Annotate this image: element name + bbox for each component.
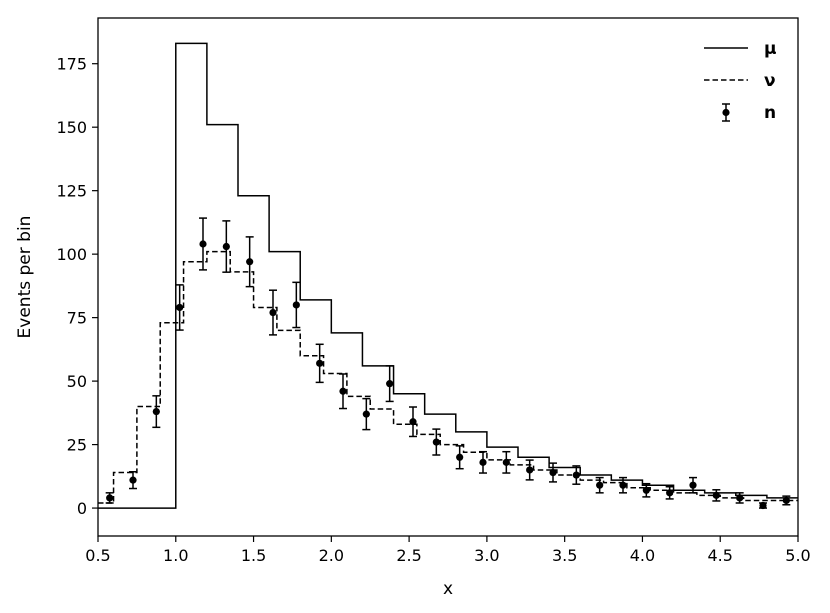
data-point-n — [432, 428, 441, 456]
data-marker — [572, 471, 580, 479]
data-point-n — [269, 289, 277, 336]
legend-label-mu: μ — [764, 39, 777, 59]
y-tick-label: 150 — [56, 118, 87, 137]
y-tick-label: 100 — [56, 245, 87, 264]
x-axis: 0.5 1.0 1.5 2.0 2.5 3.0 3.5 4.0 4.5 5.0 — [85, 536, 811, 565]
data-point-n — [315, 343, 324, 384]
data-point-n — [479, 450, 487, 474]
data-point-n — [642, 482, 651, 498]
data-point-n — [665, 485, 674, 500]
series-mu-step-line — [98, 42, 798, 509]
data-marker — [292, 301, 300, 309]
legend-marker-n — [722, 108, 730, 117]
x-tick-label: 3.0 — [474, 546, 499, 565]
data-point-n — [199, 217, 207, 271]
data-point-n — [222, 220, 231, 273]
data-marker — [386, 380, 394, 388]
data-point-n — [455, 445, 464, 470]
y-tick-label: 125 — [56, 182, 87, 201]
data-marker — [339, 387, 347, 395]
data-marker — [199, 240, 207, 248]
data-marker — [269, 308, 277, 317]
data-marker — [246, 258, 254, 266]
y-tick-label: 25 — [67, 436, 87, 455]
x-tick-label: 1.5 — [241, 546, 266, 565]
data-marker — [642, 486, 650, 494]
data-point-n — [152, 395, 161, 429]
data-point-n — [595, 476, 604, 494]
y-tick-label: 75 — [67, 309, 87, 328]
data-marker — [689, 481, 697, 489]
data-marker — [222, 242, 230, 251]
data-marker — [479, 458, 487, 466]
x-axis-label: x — [443, 579, 453, 599]
data-point-n — [502, 450, 511, 474]
y-axis: 0 25 50 75 100 125 150 175 — [56, 55, 98, 518]
x-tick-label: 4.5 — [707, 546, 732, 565]
x-tick-label: 4.0 — [630, 546, 655, 565]
data-marker — [619, 481, 627, 489]
data-marker — [409, 418, 417, 426]
x-tick-label: 1.0 — [163, 546, 188, 565]
data-point-n — [782, 495, 791, 506]
legend-label-nu: ν — [764, 71, 776, 91]
data-marker — [549, 468, 557, 477]
data-marker — [596, 481, 604, 489]
data-point-n — [409, 406, 417, 438]
plot-frame — [97, 17, 799, 537]
y-axis-label: Events per bin — [15, 216, 35, 339]
data-point-n — [129, 471, 137, 490]
x-tick-label: 2.5 — [396, 546, 421, 565]
data-point-n — [525, 459, 534, 481]
data-marker — [666, 489, 674, 497]
data-marker — [106, 494, 114, 502]
data-point-n — [385, 365, 394, 403]
legend-label-n: n — [764, 103, 776, 123]
data-marker — [456, 453, 464, 461]
data-marker — [152, 407, 160, 416]
data-point-n — [362, 397, 371, 431]
series-nu-step-line — [98, 250, 798, 504]
data-marker — [432, 438, 440, 446]
data-marker — [526, 466, 534, 474]
data-point-n — [712, 489, 721, 502]
plot-background — [98, 18, 798, 536]
data-point-n — [175, 284, 184, 331]
data-point-n — [735, 492, 744, 504]
series-layer — [98, 42, 798, 510]
data-point-n — [572, 465, 581, 485]
data-point-n — [245, 236, 254, 288]
data-marker — [502, 458, 510, 466]
data-marker — [712, 491, 720, 499]
data-marker — [362, 410, 370, 418]
data-marker — [736, 494, 744, 502]
data-point-n — [759, 501, 767, 510]
x-tick-label: 3.5 — [552, 546, 577, 565]
data-marker — [129, 476, 137, 484]
data-marker — [176, 303, 184, 312]
y-tick-label: 0 — [77, 499, 87, 518]
data-point-n — [619, 476, 627, 494]
x-tick-label: 5.0 — [785, 546, 810, 565]
y-tick-label: 175 — [56, 55, 87, 74]
data-marker — [316, 359, 324, 367]
legend: μ ν n — [704, 39, 777, 123]
data-point-n — [549, 462, 557, 483]
y-tick-label: 50 — [67, 372, 87, 391]
x-tick-label: 0.5 — [85, 546, 110, 565]
data-point-n — [339, 373, 347, 410]
data-point-n — [689, 476, 697, 494]
data-marker — [782, 496, 790, 505]
x-tick-label: 2.0 — [319, 546, 344, 565]
data-point-n — [292, 281, 301, 329]
data-marker — [759, 501, 767, 510]
data-point-n — [105, 492, 114, 504]
